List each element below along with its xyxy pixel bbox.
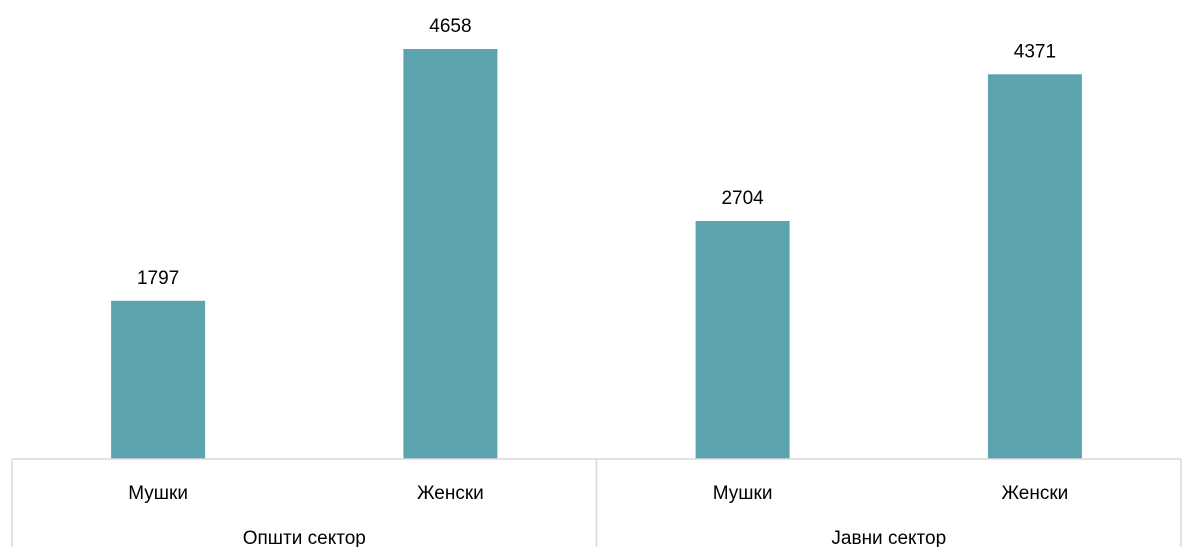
bar-1-1 — [987, 74, 1082, 460]
data-label-0-0: 1797 — [137, 268, 179, 289]
bar-0-0 — [111, 300, 206, 459]
group-label-1: Јавни сектор — [831, 528, 946, 547]
category-label-0-1: Женски — [417, 483, 484, 504]
data-label-1-1: 4371 — [1014, 41, 1056, 62]
bar-0-1 — [403, 49, 498, 459]
data-label-1-0: 2704 — [721, 188, 764, 209]
data-label-0-1: 4658 — [429, 16, 471, 37]
bar-1-0 — [695, 221, 790, 459]
category-label-1-0: Мушки — [713, 483, 773, 504]
group-label-0: Општи сектор — [243, 528, 366, 547]
category-label-1-1: Женски — [1002, 483, 1069, 504]
category-label-0-0: Мушки — [128, 483, 188, 504]
